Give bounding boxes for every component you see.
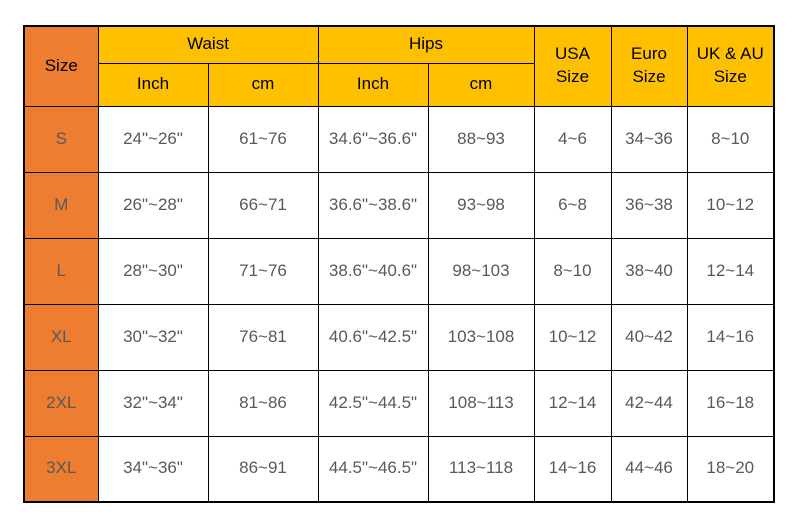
usa-size-cell: 14~16: [533, 435, 612, 503]
size-chart: Size Waist Hips USA Size Euro Size UK & …: [23, 25, 775, 503]
waist-inch-cell: 30"~32": [97, 303, 209, 371]
uk-au-size-cell: 18~20: [686, 435, 775, 503]
waist-cm-cell: 61~76: [207, 105, 319, 173]
uk-au-size-cell: 10~12: [686, 171, 775, 239]
hips-inch-cell: 34.6"~36.6": [317, 105, 429, 173]
table-row-2xl: 2XL 32"~34" 81~86 42.5"~44.5" 108~113 12…: [23, 369, 775, 437]
waist-cm-cell: 76~81: [207, 303, 319, 371]
euro-size-cell: 36~38: [610, 171, 688, 239]
hips-cm-cell: 93~98: [427, 171, 535, 239]
waist-cm-cell: 86~91: [207, 435, 319, 503]
euro-size-cell: 38~40: [610, 237, 688, 305]
size-label: L: [23, 237, 99, 305]
hips-inch-cell: 44.5"~46.5": [317, 435, 429, 503]
euro-size-cell: 44~46: [610, 435, 688, 503]
hips-cm-cell: 113~118: [427, 435, 535, 503]
hips-cm-cell: 103~108: [427, 303, 535, 371]
header-row-groups: Size Waist Hips USA Size Euro Size UK & …: [23, 25, 775, 107]
header-waist-group: Waist: [97, 25, 319, 64]
waist-cm-cell: 81~86: [207, 369, 319, 437]
header-uk-au-size: UK & AU Size: [686, 25, 775, 107]
euro-size-cell: 40~42: [610, 303, 688, 371]
size-label: 3XL: [23, 435, 99, 503]
waist-inch-cell: 26"~28": [97, 171, 209, 239]
waist-inch-cell: 34"~36": [97, 435, 209, 503]
euro-size-cell: 42~44: [610, 369, 688, 437]
uk-au-size-cell: 14~16: [686, 303, 775, 371]
usa-size-cell: 8~10: [533, 237, 612, 305]
size-label: S: [23, 105, 99, 173]
usa-size-cell: 12~14: [533, 369, 612, 437]
hips-inch-cell: 38.6"~40.6": [317, 237, 429, 305]
table-row-l: L 28"~30" 71~76 38.6"~40.6" 98~103 8~10 …: [23, 237, 775, 305]
table-row-s: S 24"~26" 61~76 34.6"~36.6" 88~93 4~6 34…: [23, 105, 775, 173]
waist-inch-cell: 24"~26": [97, 105, 209, 173]
uk-au-size-cell: 16~18: [686, 369, 775, 437]
header-size: Size: [23, 25, 99, 107]
header-waist-cm: cm: [207, 62, 319, 107]
header-hips-cm: cm: [427, 62, 535, 107]
uk-au-size-cell: 12~14: [686, 237, 775, 305]
header-hips-inch: Inch: [317, 62, 429, 107]
usa-size-cell: 4~6: [533, 105, 612, 173]
waist-inch-cell: 28"~30": [97, 237, 209, 305]
table-row-m: M 26"~28" 66~71 36.6"~38.6" 93~98 6~8 36…: [23, 171, 775, 239]
header-hips-group: Hips: [317, 25, 535, 64]
waist-cm-cell: 71~76: [207, 237, 319, 305]
usa-size-cell: 10~12: [533, 303, 612, 371]
header-euro-size: Euro Size: [610, 25, 688, 107]
header-row-units: Inch cm Inch cm: [24, 62, 774, 107]
hips-cm-cell: 98~103: [427, 237, 535, 305]
size-label: XL: [23, 303, 99, 371]
size-label: 2XL: [23, 369, 99, 437]
uk-au-size-cell: 8~10: [686, 105, 775, 173]
waist-inch-cell: 32"~34": [97, 369, 209, 437]
header-waist-inch: Inch: [97, 62, 209, 107]
hips-cm-cell: 88~93: [427, 105, 535, 173]
table-row-xl: XL 30"~32" 76~81 40.6"~42.5" 103~108 10~…: [23, 303, 775, 371]
waist-cm-cell: 66~71: [207, 171, 319, 239]
hips-inch-cell: 40.6"~42.5": [317, 303, 429, 371]
euro-size-cell: 34~36: [610, 105, 688, 173]
size-label: M: [23, 171, 99, 239]
header-usa-size: USA Size: [533, 25, 612, 107]
usa-size-cell: 6~8: [533, 171, 612, 239]
table-row-3xl: 3XL 34"~36" 86~91 44.5"~46.5" 113~118 14…: [23, 435, 775, 503]
hips-inch-cell: 36.6"~38.6": [317, 171, 429, 239]
size-chart-table: Size Waist Hips USA Size Euro Size UK & …: [23, 25, 775, 503]
hips-cm-cell: 108~113: [427, 369, 535, 437]
hips-inch-cell: 42.5"~44.5": [317, 369, 429, 437]
